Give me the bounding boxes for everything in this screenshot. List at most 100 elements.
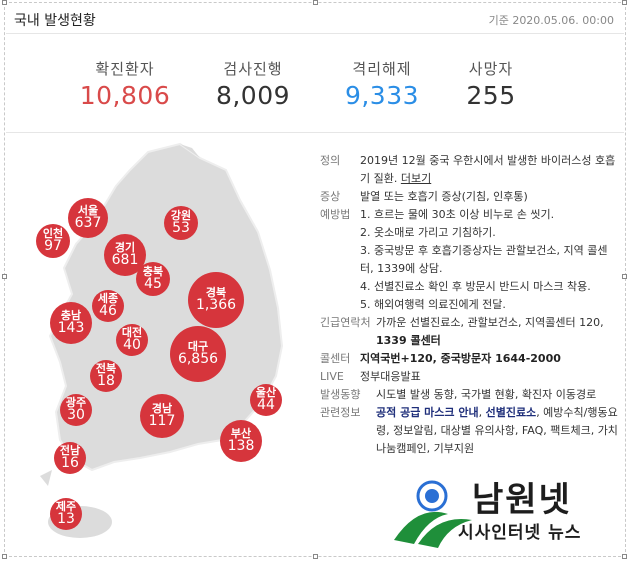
more-link[interactable]: 더보기 — [400, 172, 432, 185]
resize-handle[interactable] — [313, 554, 318, 559]
info-key: 예방법 — [320, 208, 351, 221]
region-name: 울산 — [255, 385, 277, 399]
info-value: 1. 흐르는 물에 30초 이상 비누로 손 씻기. 2. 옷소매로 가리고 기… — [360, 206, 620, 314]
resize-handle[interactable] — [2, 274, 7, 279]
region-seoul[interactable]: 서울 637 — [68, 198, 108, 238]
region-gwangju[interactable]: 광주 30 — [60, 394, 92, 426]
region-count: 138 — [227, 438, 255, 455]
region-gyeongnam[interactable]: 경남 117 — [140, 394, 184, 438]
info-key: 증상 — [320, 190, 341, 203]
info-symptom: 증상 발열 또는 호흡기 증상(기침, 인후통) — [320, 188, 620, 206]
related-links[interactable]: , 예방수칙/행동요령, 정보알림, 대상별 유의사항, FAQ, 팩트체크, … — [376, 406, 618, 455]
region-incheon[interactable]: 인천 97 — [36, 224, 70, 258]
info-value: 가까운 선별진료소, 관할보건소, 지역콜센터 120, 1339 콜센터 — [376, 314, 620, 350]
prevention-item: 5. 해외여행력 의료진에게 전달. — [360, 298, 506, 311]
info-key: 관련정보 — [320, 406, 361, 419]
stat-value: 9,333 — [344, 81, 420, 110]
region-name: 인천 — [42, 226, 64, 240]
info-related: 관련정보 공적 공급 마스크 안내, 선별진료소, 예방수칙/행동요령, 정보알… — [320, 404, 620, 458]
region-daegu[interactable]: 대구 6,856 — [170, 326, 226, 382]
info-live: LIVE 정부대응발표 — [320, 368, 620, 386]
resize-handle[interactable] — [622, 0, 627, 5]
contact-callcenter: 1339 콜센터 — [376, 334, 441, 347]
region-count: 40 — [123, 337, 141, 354]
info-panel: 정의 2019년 12월 중국 우한시에서 발생한 바이러스성 호흡기 질환. … — [320, 152, 620, 458]
region-count: 16 — [61, 455, 79, 472]
stat-value: 8,009 — [215, 81, 291, 110]
region-name: 광주 — [65, 395, 87, 409]
section-divider — [6, 132, 624, 133]
region-name: 세종 — [97, 291, 119, 305]
region-count: 13 — [57, 511, 75, 528]
region-daejeon[interactable]: 대전 40 — [116, 324, 148, 356]
info-prevention: 예방법 1. 흐르는 물에 30초 이상 비누로 손 씻기. 2. 옷소매로 가… — [320, 206, 620, 314]
panel-title: 국내 발생현황 — [14, 13, 96, 29]
watermark-logo: 남원넷 시사인터넷 뉴스 — [388, 468, 618, 558]
resize-handle[interactable] — [2, 0, 7, 5]
region-count: 53 — [172, 220, 190, 237]
info-contact: 긴급연락처 가까운 선별진료소, 관할보건소, 지역콜센터 120, 1339 … — [320, 314, 620, 350]
info-key: 콜센터 — [320, 352, 351, 365]
region-gangwon[interactable]: 강원 53 — [164, 206, 198, 240]
region-jeonnam[interactable]: 전남 16 — [54, 442, 86, 474]
reference-date: 기준 2020.05.06. 00:00 — [488, 14, 614, 27]
callcenter-numbers: 지역국번+120, 중국방문자 1644-2000 — [360, 352, 561, 365]
stat-label: 사망자 — [468, 60, 514, 78]
region-name: 대전 — [121, 325, 143, 339]
live-briefing-link[interactable]: 정부대응발표 — [360, 370, 421, 383]
region-count: 44 — [257, 397, 275, 414]
prevention-item: 1. 흐르는 물에 30초 이상 비누로 손 씻기. — [360, 208, 555, 221]
region-jeju[interactable]: 제주 13 — [50, 498, 82, 530]
region-gyeongbuk[interactable]: 경북 1,366 — [188, 272, 244, 328]
stat-label: 격리해제 — [352, 60, 412, 78]
logo-emblem-icon — [394, 480, 472, 548]
trend-links[interactable]: 시도별 발생 동향, 국가별 현황, 확진자 이동경로 — [376, 388, 597, 401]
korea-map: 서울 637 강원 53 인천 97 경기 681 충북 45 세종 46 경북… — [30, 140, 320, 550]
region-chungbuk[interactable]: 충북 45 — [136, 262, 170, 296]
region-count: 1,366 — [195, 297, 237, 314]
region-count: 117 — [148, 413, 176, 430]
info-value: 발열 또는 호흡기 증상(기침, 인후통) — [360, 190, 528, 203]
watermark-title: 남원넷 — [472, 480, 572, 520]
stat-testing: 검사진행 8,009 — [188, 58, 318, 110]
info-key: LIVE — [320, 370, 344, 383]
watermark-subtitle: 시사인터넷 뉴스 — [458, 523, 582, 543]
region-count: 637 — [74, 215, 102, 232]
region-name: 강원 — [170, 208, 192, 222]
region-count: 46 — [99, 303, 117, 320]
info-key: 긴급연락처 — [320, 316, 371, 329]
stat-deaths: 사망자 255 — [426, 58, 556, 110]
region-name: 경북 — [205, 285, 227, 299]
info-key: 발생동향 — [320, 388, 361, 401]
resize-handle[interactable] — [622, 274, 627, 279]
info-value: 공적 공급 마스크 안내, 선별진료소, 예방수칙/행동요령, 정보알림, 대상… — [376, 404, 620, 458]
region-count: 30 — [67, 407, 85, 424]
region-jeonbuk[interactable]: 전북 18 — [90, 360, 122, 392]
region-count: 45 — [144, 276, 162, 293]
contact-text: 가까운 선별진료소, 관할보건소, 지역콜센터 120, — [376, 316, 604, 329]
region-name: 대구 — [187, 339, 209, 353]
resize-handle[interactable] — [2, 554, 7, 559]
panel-header: 국내 발생현황 기준 2020.05.06. 00:00 — [6, 4, 624, 34]
definition-text: 2019년 12월 중국 우한시에서 발생한 바이러스성 호흡기 질환. — [360, 154, 616, 185]
region-name: 경남 — [151, 401, 173, 415]
region-ulsan[interactable]: 울산 44 — [250, 384, 282, 416]
region-count: 681 — [111, 252, 139, 269]
info-value: 지역국번+120, 중국방문자 1644-2000 — [360, 350, 620, 368]
region-name: 전남 — [59, 443, 81, 457]
region-busan[interactable]: 부산 138 — [220, 420, 262, 462]
separator: , — [478, 406, 486, 419]
resize-handle[interactable] — [313, 0, 318, 5]
region-chungnam[interactable]: 충남 143 — [50, 302, 92, 344]
screening-clinic-link[interactable]: 선별진료소 — [485, 406, 537, 419]
mask-info-link[interactable]: 공적 공급 마스크 안내 — [376, 406, 479, 419]
resize-handle[interactable] — [622, 554, 627, 559]
region-count: 6,856 — [177, 351, 219, 368]
prevention-item: 2. 옷소매로 가리고 기침하기. — [360, 226, 496, 239]
region-count: 18 — [97, 373, 115, 390]
region-count: 143 — [57, 320, 85, 337]
stat-value: 255 — [466, 81, 516, 110]
info-callcenter: 콜센터 지역국번+120, 중국방문자 1644-2000 — [320, 350, 620, 368]
region-sejong[interactable]: 세종 46 — [92, 290, 124, 322]
stat-label: 확진환자 — [95, 60, 155, 78]
